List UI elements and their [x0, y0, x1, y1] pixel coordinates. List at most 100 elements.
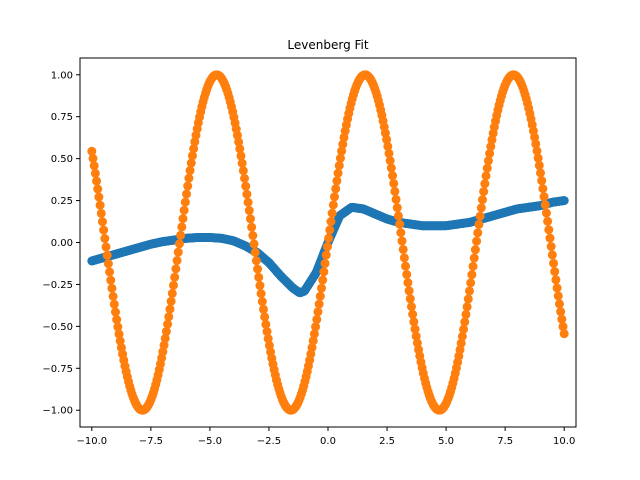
- point-series-1: [256, 289, 266, 299]
- y-tick-label: 1.00: [51, 70, 73, 81]
- point-series-1: [384, 148, 394, 158]
- point-series-1: [174, 239, 184, 249]
- point-series-1: [338, 139, 348, 149]
- point-series-1: [165, 304, 175, 314]
- point-series-1: [476, 203, 486, 213]
- point-series-1: [534, 160, 544, 170]
- point-series-1: [337, 146, 347, 156]
- point-series-1: [393, 211, 403, 221]
- point-series-1: [313, 307, 323, 317]
- point-series-1: [558, 322, 568, 332]
- point-series-1: [261, 319, 271, 329]
- point-series-1: [102, 250, 112, 260]
- point-series-1: [474, 219, 484, 229]
- point-series-1: [182, 189, 192, 199]
- point-series-1: [184, 173, 194, 183]
- y-tick-label: −1.00: [42, 406, 73, 417]
- point-series-1: [382, 135, 392, 145]
- point-series-1: [539, 192, 549, 202]
- y-tick-label: −0.50: [42, 322, 73, 333]
- point-series-1: [179, 205, 189, 215]
- point-series-1: [402, 269, 412, 279]
- y-tick-label: 0.75: [51, 112, 73, 123]
- point-series-1: [186, 158, 196, 168]
- point-series-1: [403, 278, 413, 288]
- point-series-1: [556, 307, 566, 317]
- y-tick-label: 0.25: [51, 196, 73, 207]
- x-axis: −10.0 −7.5 −5.0 −2.5 0.0 2.5 5.0 7.5 10.0: [76, 427, 575, 447]
- point-series-1: [531, 139, 541, 149]
- point-series-1: [331, 184, 341, 194]
- point-series-1: [545, 233, 555, 243]
- point-series-1: [551, 275, 561, 285]
- y-axis: −1.00 −0.75 −0.50 −0.25 0.00 0.25 0.50 0.75 1.00: [42, 70, 80, 417]
- point-series-1: [472, 236, 482, 246]
- point-series-1: [254, 272, 264, 282]
- point-series-1: [396, 228, 406, 238]
- point-series-1: [319, 267, 329, 277]
- point-series-1: [90, 168, 100, 178]
- y-tick-label: 0.00: [51, 238, 73, 249]
- point-series-1: [92, 176, 102, 186]
- point-series-1: [405, 294, 415, 304]
- point-series-1: [251, 256, 261, 266]
- point-series-1: [166, 296, 176, 306]
- point-series-1: [114, 329, 124, 339]
- point-series-1: [167, 288, 177, 298]
- point-series-1: [115, 336, 125, 346]
- point-series-1: [308, 336, 318, 346]
- point-series-1: [485, 149, 495, 159]
- point-series-1: [237, 158, 247, 168]
- x-tick-label: −5.0: [198, 436, 222, 447]
- point-series-1: [456, 338, 466, 348]
- x-tick-label: 7.5: [497, 436, 513, 447]
- point-series-1: [95, 200, 105, 210]
- point-series-1: [89, 161, 99, 171]
- point-series-1: [391, 194, 401, 204]
- point-series-1: [96, 208, 106, 218]
- point-series-1: [411, 331, 421, 341]
- point-series-1: [250, 247, 260, 257]
- point-series-1: [170, 272, 180, 282]
- point-series-1: [328, 200, 338, 210]
- point-series-1: [110, 307, 120, 317]
- point-series-1: [108, 291, 118, 301]
- point-series-1: [467, 270, 477, 280]
- point-series-1: [318, 275, 328, 285]
- point-series-1: [326, 217, 336, 227]
- x-tick-label: 2.5: [379, 436, 395, 447]
- point-series-1: [176, 230, 186, 240]
- point-series-1: [107, 283, 117, 293]
- point-series-1: [263, 334, 273, 344]
- point-series-1: [557, 314, 567, 324]
- point-series-1: [311, 322, 321, 332]
- point-series-1: [464, 286, 474, 296]
- point-series-1: [330, 192, 340, 202]
- point-series-1: [87, 146, 97, 156]
- point-series-0: [559, 196, 569, 206]
- point-series-1: [315, 291, 325, 301]
- point-series-1: [533, 153, 543, 163]
- point-series-1: [543, 216, 553, 226]
- point-series-1: [234, 137, 244, 147]
- point-series-1: [255, 281, 265, 291]
- point-series-1: [468, 261, 478, 271]
- x-tick-label: −7.5: [139, 436, 163, 447]
- point-series-1: [532, 146, 542, 156]
- point-series-1: [93, 184, 103, 194]
- point-series-1: [248, 231, 258, 241]
- point-series-1: [469, 253, 479, 263]
- point-series-1: [180, 197, 190, 207]
- point-series-1: [410, 324, 420, 334]
- point-series-1: [462, 302, 472, 312]
- point-series-1: [314, 299, 324, 309]
- point-series-1: [112, 315, 122, 325]
- point-series-1: [390, 186, 400, 196]
- point-series-1: [544, 225, 554, 235]
- y-tick-label: 0.50: [51, 154, 73, 165]
- point-series-1: [536, 168, 546, 178]
- point-series-1: [103, 259, 113, 269]
- point-series-1: [101, 242, 111, 252]
- point-series-1: [392, 203, 402, 213]
